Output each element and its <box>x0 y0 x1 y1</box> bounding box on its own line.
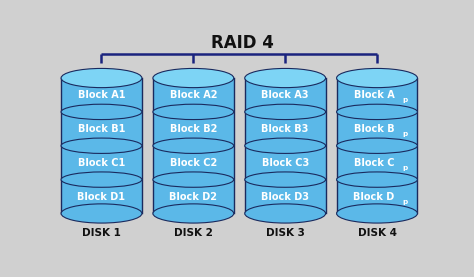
Ellipse shape <box>245 138 326 153</box>
Ellipse shape <box>337 172 418 187</box>
Ellipse shape <box>61 138 142 153</box>
Ellipse shape <box>153 172 234 187</box>
Text: Block C3: Block C3 <box>262 158 309 168</box>
Text: DISK 1: DISK 1 <box>82 228 121 238</box>
Text: Block A: Block A <box>354 90 394 100</box>
Bar <box>61 78 142 214</box>
Text: Block D2: Block D2 <box>169 191 218 202</box>
Ellipse shape <box>153 104 234 120</box>
Ellipse shape <box>153 204 234 223</box>
Text: p: p <box>402 199 407 205</box>
Ellipse shape <box>337 138 418 153</box>
Ellipse shape <box>61 68 142 88</box>
Ellipse shape <box>61 172 142 187</box>
Text: p: p <box>402 97 407 103</box>
Text: p: p <box>402 131 407 137</box>
Ellipse shape <box>61 104 142 120</box>
Text: RAID 4: RAID 4 <box>211 34 274 52</box>
Text: DISK 3: DISK 3 <box>266 228 305 238</box>
Ellipse shape <box>153 138 234 153</box>
Bar <box>337 78 418 214</box>
Text: Block D3: Block D3 <box>261 191 309 202</box>
Text: Block B2: Block B2 <box>170 124 217 134</box>
Text: Block B3: Block B3 <box>262 124 309 134</box>
Ellipse shape <box>245 68 326 88</box>
Ellipse shape <box>245 172 326 187</box>
Text: Block D: Block D <box>354 191 395 202</box>
Text: Block C1: Block C1 <box>78 158 125 168</box>
Ellipse shape <box>337 104 418 120</box>
Ellipse shape <box>61 204 142 223</box>
Text: Block A3: Block A3 <box>262 90 309 100</box>
Ellipse shape <box>245 204 326 223</box>
Text: Block C2: Block C2 <box>170 158 217 168</box>
Text: Block B: Block B <box>354 124 394 134</box>
Text: DISK 4: DISK 4 <box>357 228 397 238</box>
Ellipse shape <box>245 104 326 120</box>
Text: Block A1: Block A1 <box>78 90 125 100</box>
Ellipse shape <box>337 68 418 88</box>
Text: Block B1: Block B1 <box>78 124 125 134</box>
Text: DISK 2: DISK 2 <box>174 228 213 238</box>
Ellipse shape <box>153 68 234 88</box>
Text: Block A2: Block A2 <box>170 90 217 100</box>
Bar <box>245 78 326 214</box>
Ellipse shape <box>337 204 418 223</box>
Text: p: p <box>402 165 407 171</box>
Bar <box>153 78 234 214</box>
Text: Block D1: Block D1 <box>77 191 126 202</box>
Text: Block C: Block C <box>354 158 394 168</box>
